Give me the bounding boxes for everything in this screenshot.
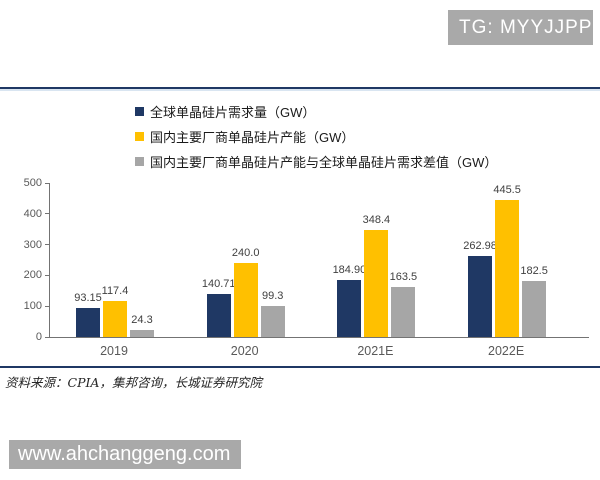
bar-value-label: 240.0 <box>231 247 260 260</box>
y-axis-tick <box>45 305 50 307</box>
bar-value-label: 24.3 <box>131 313 153 326</box>
bar-value-label: 117.4 <box>101 284 129 297</box>
tg-badge: TG: MYYJJPP <box>448 10 593 45</box>
bar: 163.5 <box>390 271 417 337</box>
bar-value-label: 182.5 <box>520 264 548 277</box>
source-note: 资料来源：CPIA，集邦咨询，长城证券研究院 <box>5 375 262 390</box>
bar-value-label: 184.90 <box>332 264 367 277</box>
bar-value-label: 140.71 <box>201 277 236 290</box>
legend-swatch-navy <box>135 107 144 116</box>
chart-legend: 全球单晶硅片需求量（GW） 国内主要厂商单晶硅片产能（GW） 国内主要厂商单晶硅… <box>135 99 497 174</box>
bar-value-label: 163.5 <box>389 270 418 283</box>
bar: 184.90 <box>333 264 366 337</box>
bar: 348.4 <box>363 214 390 337</box>
watermark-url: www.ahchanggeng.com <box>18 443 231 465</box>
y-axis-tick <box>45 213 50 215</box>
y-axis-tick <box>45 274 50 276</box>
x-axis-category-label: 2020 <box>230 344 259 358</box>
bar-value-label: 99.3 <box>261 290 284 303</box>
bar-group-2019: 93.15 117.4 24.3 <box>74 285 154 337</box>
bar: 24.3 <box>130 314 154 337</box>
plot-area: 93.15 117.4 24.3 140.71 240.0 99.3 184.90 348.4… <box>45 182 589 338</box>
y-axis-tick-label: 300 <box>23 238 42 251</box>
bar: 182.5 <box>520 265 548 337</box>
bar: 99.3 <box>260 290 285 337</box>
bar-group-2022E: 262.98 445.5 182.5 <box>463 184 548 337</box>
legend-label: 全球单晶硅片需求量（GW） <box>150 105 316 120</box>
y-axis-tick-label: 400 <box>23 207 42 220</box>
bar-value-label: 445.5 <box>493 183 521 196</box>
bar: 445.5 <box>493 184 521 337</box>
legend-swatch-yellow <box>135 132 144 141</box>
y-axis-tick-label: 0 <box>35 331 42 343</box>
legend-swatch-gray <box>135 157 144 166</box>
y-axis-tick <box>45 336 50 338</box>
bar: 93.15 <box>74 292 102 337</box>
y-axis-tick <box>45 182 50 184</box>
x-axis-category-label: 2019 <box>100 344 128 358</box>
top-divider <box>0 87 600 89</box>
x-axis-category-label: 2022E <box>488 344 525 358</box>
y-axis-labels: 0 100 200 300 400 500 <box>6 177 42 343</box>
bar-group-2020: 140.71 240.0 99.3 <box>202 247 285 337</box>
bar-value-label: 93.15 <box>74 292 102 305</box>
legend-item-demand: 全球单晶硅片需求量（GW） <box>135 99 497 124</box>
y-axis-tick-label: 200 <box>23 269 42 282</box>
x-axis-category-label: 2021E <box>357 344 394 358</box>
bar: 240.0 <box>232 247 259 337</box>
bar-value-label: 348.4 <box>362 213 391 226</box>
legend-item-capacity: 国内主要厂商单晶硅片产能（GW） <box>135 124 497 149</box>
watermark-bar: www.ahchanggeng.com <box>9 440 241 469</box>
bar: 117.4 <box>102 285 128 337</box>
bar-value-label: 262.98 <box>463 240 497 253</box>
legend-item-difference: 国内主要厂商单晶硅片产能与全球单晶硅片需求差值（GW） <box>135 149 497 174</box>
y-axis-tick-label: 100 <box>23 300 42 313</box>
y-axis-tick-label: 500 <box>23 177 42 189</box>
x-axis-labels: 2019 2020 2021E 2022E <box>49 344 588 360</box>
bar-group-2021E: 184.90 348.4 163.5 <box>333 214 417 337</box>
bar: 262.98 <box>463 240 497 337</box>
y-axis-tick <box>45 244 50 246</box>
bottom-divider <box>0 366 600 368</box>
legend-label: 国内主要厂商单晶硅片产能（GW） <box>150 130 355 145</box>
bar: 140.71 <box>202 278 236 337</box>
legend-label: 国内主要厂商单晶硅片产能与全球单晶硅片需求差值（GW） <box>150 155 498 170</box>
